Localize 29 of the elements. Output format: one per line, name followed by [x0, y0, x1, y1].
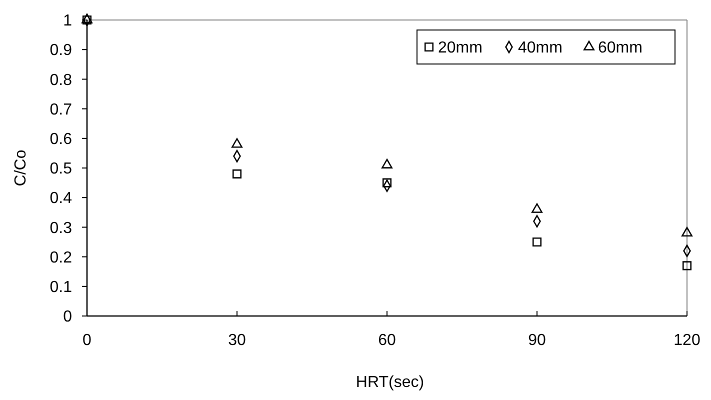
point — [382, 178, 392, 188]
y-tick-label: 0 — [63, 308, 72, 326]
point — [382, 158, 392, 168]
legend-label: 60mm — [598, 40, 642, 57]
y-tick-label: 0.2 — [50, 249, 72, 266]
point — [232, 138, 242, 148]
x-tick-label: 120 — [674, 332, 700, 349]
x-tick-label: 30 — [228, 332, 246, 349]
y-tick-label: 0.1 — [50, 279, 72, 296]
x-tick-label: 0 — [82, 332, 92, 349]
point — [232, 169, 242, 178]
y-axis-title: C/Co — [12, 150, 30, 186]
y-tick-label: 0.6 — [50, 131, 72, 148]
y-tick-label: 0.8 — [50, 72, 72, 89]
point — [532, 203, 542, 213]
y-tick-label: 0.9 — [50, 42, 72, 60]
x-tick-label: 90 — [528, 332, 546, 349]
x-tick-label: 60 — [378, 332, 396, 349]
y-tick-label: 0.7 — [50, 101, 72, 118]
point — [682, 261, 692, 270]
legend-label: 20mm — [438, 40, 482, 57]
x-axis-title: HRT(sec) — [356, 374, 424, 391]
y-tick-label: 0.5 — [50, 160, 72, 178]
y-tick-label: 1 — [63, 12, 72, 30]
point — [682, 226, 692, 237]
y-tick-label: 0.4 — [50, 190, 72, 208]
legend-label: 40mm — [518, 40, 562, 57]
point — [532, 237, 542, 247]
y-tick-label: 0.3 — [50, 220, 72, 237]
